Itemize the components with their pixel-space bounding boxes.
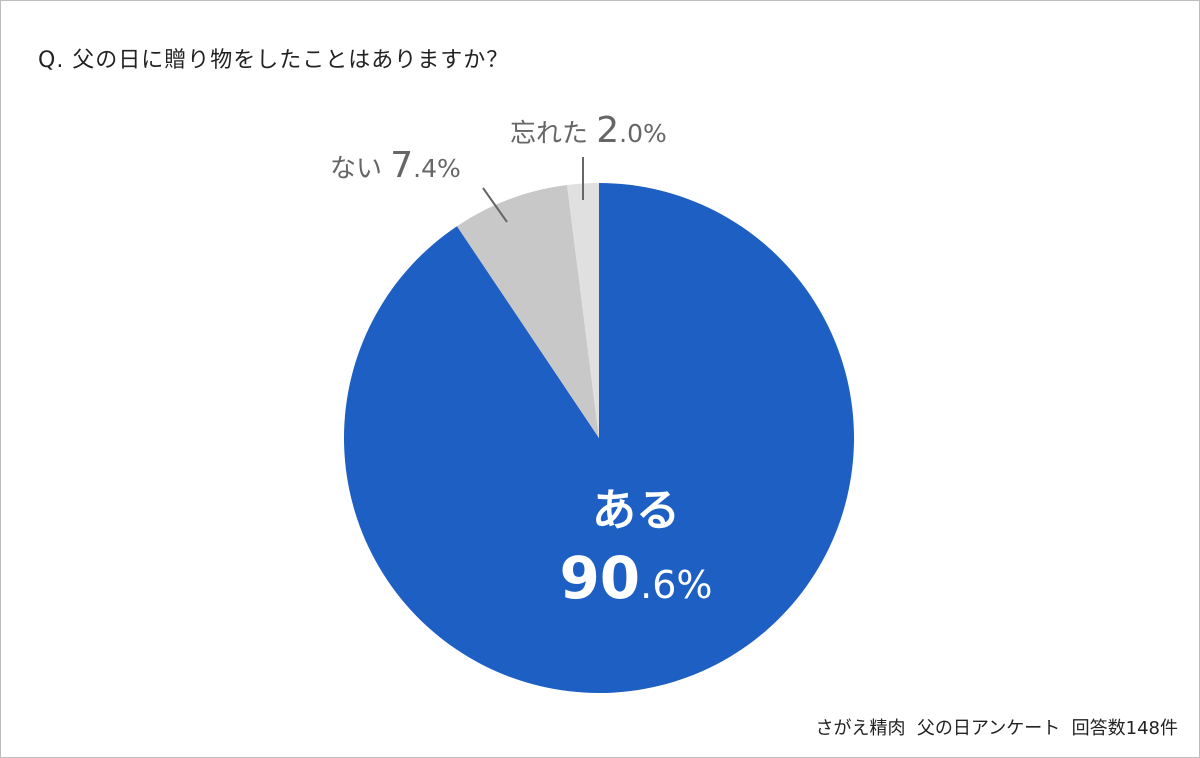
chart-title: Q. 父の日に贈り物をしたことはありますか？ [38, 48, 510, 73]
slice-value-0: 90.6% [559, 544, 712, 612]
source-note: さがえ精肉 父の日アンケート 回答数148件 [815, 718, 1178, 739]
pie-slice-0 [344, 183, 854, 694]
pie-slice-2 [567, 183, 599, 438]
pie-slice-1 [456, 185, 599, 438]
slice-label-0: ある [592, 485, 680, 536]
slice-label-2: 忘れた 2.0% [510, 110, 667, 151]
leader-line-1 [482, 187, 508, 223]
slice-label-1: ない 7.4% [330, 145, 461, 186]
